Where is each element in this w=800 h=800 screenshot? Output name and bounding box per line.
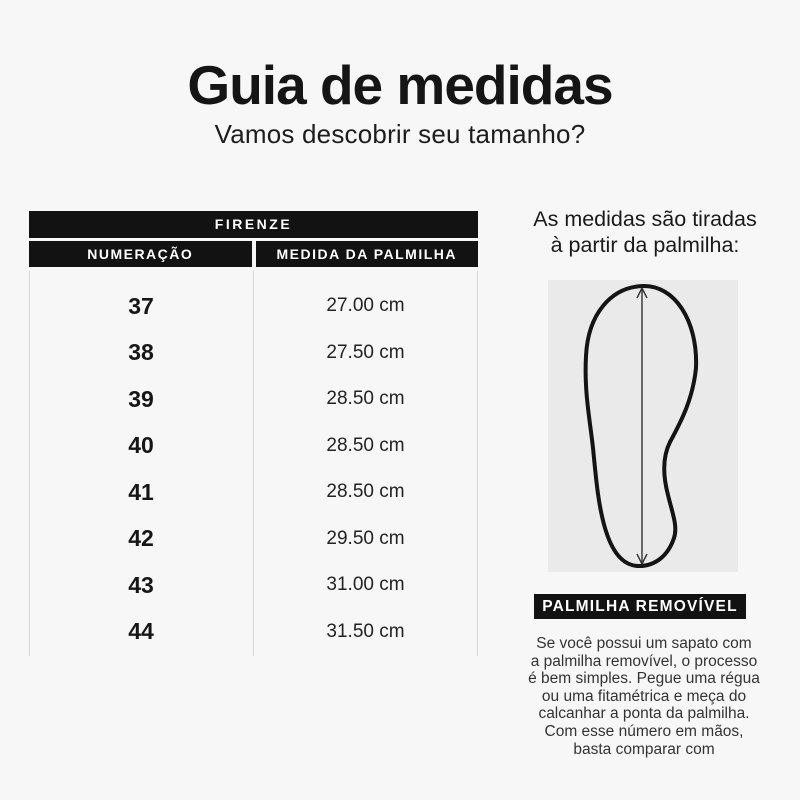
size-table: FIRENZE NUMERAÇÃO MEDIDA DA PALMILHA 37 … (29, 211, 478, 656)
table-border-right (477, 271, 478, 656)
insole-outline-icon (583, 283, 699, 569)
size-value: 42 (128, 525, 154, 552)
insole-length-value: 31.00 cm (326, 574, 405, 596)
measurement-heading-line: à partir da palmilha: (550, 233, 740, 257)
table-row: 37 27.00 cm (29, 283, 478, 330)
size-value: 43 (128, 571, 154, 598)
table-column-headers: NUMERAÇÃO MEDIDA DA PALMILHA (29, 241, 478, 267)
size-value: 44 (128, 618, 154, 645)
page-subtitle: Vamos descobrir seu tamanho? (214, 119, 586, 149)
table-row: 40 28.50 cm (29, 423, 478, 470)
table-border-left (29, 271, 30, 656)
insole-length-value: 27.00 cm (326, 295, 405, 317)
size-value: 40 (128, 432, 154, 459)
table-column-divider (253, 271, 254, 656)
instruction-line: ou uma fitamétrica e meça do (541, 687, 747, 705)
measurement-heading: As medidas são tiradas à partir da palmi… (500, 206, 790, 258)
removable-insole-badge: PALMILHA REMOVÍVEL (534, 594, 746, 619)
page-title: Guia de medidas (187, 54, 613, 116)
size-value: 39 (128, 385, 154, 412)
table-body: 37 27.00 cm 38 27.50 cm 39 28.50 cm 40 2… (29, 267, 478, 656)
size-value: 37 (128, 292, 154, 319)
instruction-line: a palmilha removível, o processo (530, 652, 758, 670)
insole-diagram (548, 280, 738, 572)
measurement-instructions: Se você possui um sapato com a palmilha … (498, 635, 790, 758)
table-row: 42 29.50 cm (29, 516, 478, 563)
insole-length-value: 28.50 cm (326, 434, 405, 456)
instruction-line: é bem simples. Pegue uma régua (528, 670, 760, 688)
insole-length-value: 29.50 cm (326, 527, 405, 549)
size-value: 41 (128, 478, 154, 505)
instruction-line: Se você possui um sapato com (536, 635, 752, 652)
measurement-heading-line: As medidas são tiradas (533, 207, 757, 231)
table-row: 41 28.50 cm (29, 469, 478, 516)
table-row: 44 31.50 cm (29, 609, 478, 656)
column-header-medida-palmilha: MEDIDA DA PALMILHA (255, 241, 478, 267)
table-row: 39 28.50 cm (29, 376, 478, 423)
instruction-line: calcanhar a ponta da palmilha. (538, 705, 750, 723)
page-header: Guia de medidas Vamos descobrir seu tama… (0, 54, 800, 150)
column-header-numeracao: NUMERAÇÃO (29, 241, 252, 267)
insole-length-value: 28.50 cm (326, 481, 405, 503)
instruction-line: basta comparar com (573, 740, 715, 758)
insole-length-value: 27.50 cm (326, 341, 405, 363)
insole-length-value: 31.50 cm (326, 620, 405, 642)
table-row: 38 27.50 cm (29, 330, 478, 377)
size-value: 38 (128, 339, 154, 366)
insole-length-value: 28.50 cm (326, 388, 405, 410)
table-row: 43 31.00 cm (29, 562, 478, 609)
table-brand-header: FIRENZE (29, 211, 478, 238)
instruction-line: Com esse número em mãos, (544, 722, 744, 740)
